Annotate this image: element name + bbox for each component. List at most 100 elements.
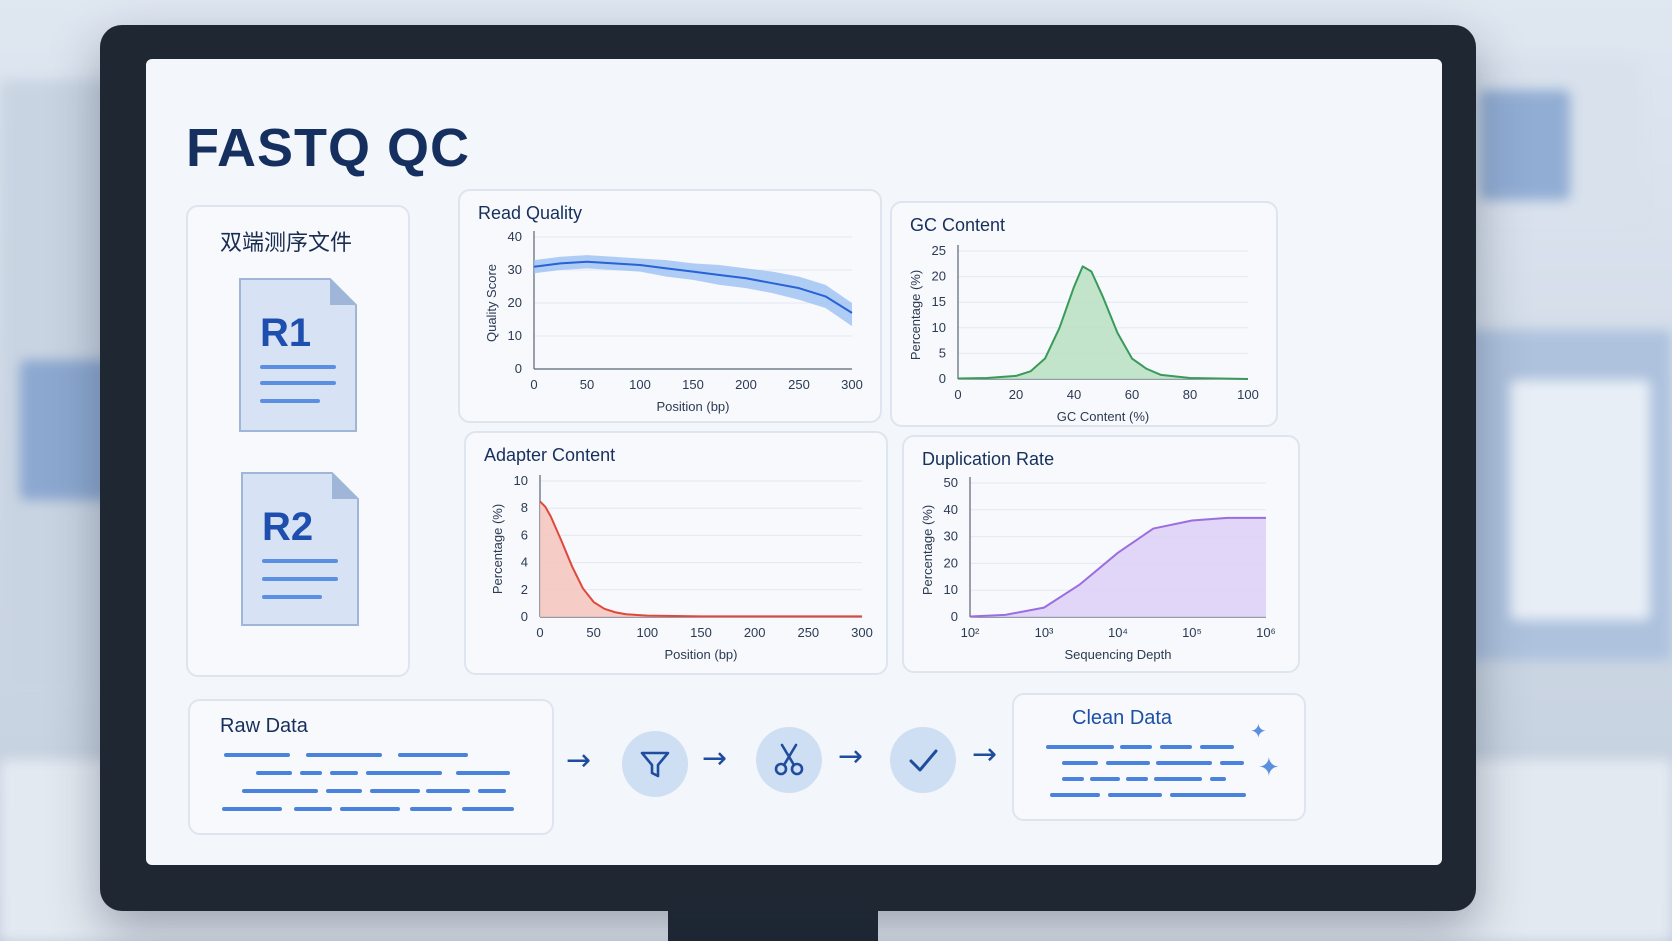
raw-data-box: Raw Data: [188, 699, 554, 835]
y-axis-label: Quality Score: [484, 264, 499, 342]
x-tick-label: 50: [580, 377, 594, 392]
y-tick-label: 10: [944, 582, 958, 597]
y-tick-label: 8: [521, 500, 528, 515]
gc-content-plot: 0 5 10 15 20 25 0 20 40 60 80 100 GC Content (%) Perc…: [908, 243, 1259, 424]
y-tick-label: 10: [514, 473, 528, 488]
adapter-content-chart: 0 2 4 6 8 10 0 50 100 150 200 250 300 Position (bp) Pe…: [464, 431, 888, 675]
y-tick-label: 20: [508, 295, 522, 310]
y-axis-label: Percentage (%): [920, 505, 935, 595]
chart-title: Read Quality: [478, 203, 583, 223]
x-tick-label: 10³: [1035, 625, 1054, 640]
confidence-band: [534, 255, 852, 327]
chart-title: Adapter Content: [484, 445, 616, 465]
x-tick-label: 0: [954, 387, 961, 402]
y-tick-label: 2: [521, 582, 528, 597]
x-tick-label: 80: [1183, 387, 1197, 402]
y-tick-label: 50: [944, 475, 958, 490]
x-tick-label: 100: [629, 377, 651, 392]
y-axis-label: Percentage (%): [908, 270, 923, 360]
paired-files-panel: 双端测序文件 R1 R2: [186, 205, 410, 677]
y-tick-label: 10: [508, 328, 522, 343]
chart-title: GC Content: [910, 215, 1006, 235]
x-tick-label: 0: [536, 625, 543, 640]
y-tick-label: 10: [932, 320, 946, 335]
x-tick-label: 250: [797, 625, 819, 640]
raw-data-title: Raw Data: [220, 715, 308, 737]
arrow-icon: →: [702, 741, 728, 776]
x-tick-label: 10⁶: [1256, 625, 1276, 640]
x-tick-label: 10⁵: [1182, 625, 1202, 640]
x-axis-label: Position (bp): [665, 647, 738, 662]
file-label: R1: [260, 311, 312, 355]
clean-data-title: Clean Data: [1072, 707, 1173, 729]
x-tick-label: 300: [851, 625, 873, 640]
x-axis-label: Position (bp): [657, 399, 730, 414]
read-quality-plot: 0 10 20 30 40 0 50 100 150 200 250 300 Position (bp)…: [484, 229, 863, 414]
series-line: [969, 516, 1266, 618]
filter-icon: [640, 751, 670, 778]
x-tick-label: 150: [682, 377, 704, 392]
trim-step-button[interactable]: [756, 727, 822, 793]
scissors-icon: [774, 743, 804, 776]
y-tick-label: 0: [951, 609, 958, 624]
background-instrument-panel: [1510, 380, 1650, 620]
y-tick-label: 25: [932, 243, 946, 258]
x-tick-label: 100: [636, 625, 658, 640]
y-tick-label: 20: [944, 555, 958, 570]
sparkle-icon: ✦: [1258, 753, 1280, 783]
file-icon: [241, 472, 359, 626]
x-tick-label: 200: [735, 377, 757, 392]
arrow-icon: →: [972, 737, 998, 772]
y-axis-label: Percentage (%): [490, 504, 505, 594]
file-label: R2: [262, 505, 314, 549]
page-title: FASTQ QC: [186, 118, 471, 178]
background-object: [20, 360, 110, 500]
checkmark-icon: [909, 749, 938, 772]
x-tick-label: 40: [1067, 387, 1081, 402]
y-tick-label: 20: [932, 269, 946, 284]
x-tick-label: 20: [1009, 387, 1023, 402]
file-r2[interactable]: R2: [240, 471, 360, 627]
clean-data-box: Clean Data ✦ ✦: [1012, 693, 1306, 821]
y-tick-label: 30: [944, 529, 958, 544]
sparkle-icon: ✦: [1250, 719, 1267, 743]
background-object: [1480, 90, 1570, 200]
y-tick-label: 0: [939, 371, 946, 386]
x-tick-label: 0: [530, 377, 537, 392]
x-tick-label: 150: [690, 625, 712, 640]
y-tick-label: 4: [521, 555, 528, 570]
y-tick-label: 40: [508, 229, 522, 244]
series-area: [540, 501, 862, 617]
paired-files-title: 双端测序文件: [220, 231, 353, 256]
filter-step-button[interactable]: [622, 731, 688, 797]
y-tick-label: 40: [944, 502, 958, 517]
gc-content-chart: 0 5 10 15 20 25 0 20 40 60 80 100 GC Content (%) Perc…: [890, 201, 1278, 427]
series-area: [970, 517, 1266, 617]
series-line: [539, 500, 862, 618]
duplication-rate-chart: 0 10 20 30 40 50 10² 10³ 10⁴ 10⁵ 10⁶ Sequencing Dep…: [902, 435, 1300, 673]
x-tick-label: 100: [1237, 387, 1259, 402]
file-r1[interactable]: R1: [238, 277, 358, 433]
screen: FASTQ QC 双端测序文件 R1: [146, 59, 1442, 865]
chart-title: Duplication Rate: [922, 449, 1055, 469]
read-quality-chart: 0 10 20 30 40 0 50 100 150 200 250 300 Position (bp)…: [458, 189, 882, 423]
x-axis-label: GC Content (%): [1057, 409, 1149, 424]
series-line: [533, 260, 853, 314]
qc-pass-step-button[interactable]: [890, 727, 956, 793]
x-tick-label: 300: [841, 377, 863, 392]
y-tick-label: 6: [521, 527, 528, 542]
y-tick-label: 15: [932, 294, 946, 309]
series-line: [957, 265, 1249, 380]
x-tick-label: 10⁴: [1108, 625, 1128, 640]
y-tick-label: 0: [521, 609, 528, 624]
x-axis-label: Sequencing Depth: [1065, 647, 1172, 662]
y-tick-label: 5: [939, 345, 946, 360]
duplication-rate-plot: 0 10 20 30 40 50 10² 10³ 10⁴ 10⁵ 10⁶ Sequencing Dep…: [920, 475, 1276, 662]
y-tick-label: 0: [515, 361, 522, 376]
x-tick-label: 250: [788, 377, 810, 392]
x-tick-label: 10²: [961, 625, 980, 640]
x-tick-label: 60: [1125, 387, 1139, 402]
y-tick-label: 30: [508, 262, 522, 277]
series-area: [958, 266, 1248, 379]
